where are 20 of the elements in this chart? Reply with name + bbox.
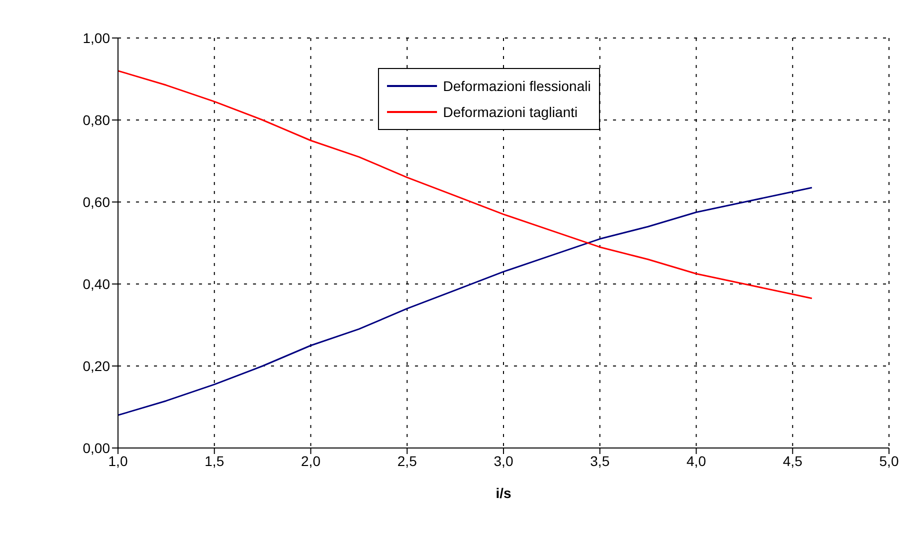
x-tick-label: 4,0 [686, 452, 706, 469]
x-tick-label: 2,5 [397, 452, 418, 469]
y-tick-label: 0,80 [82, 112, 110, 128]
legend-label: Deformazioni flessionali [443, 78, 591, 94]
x-tick-label: 2,0 [301, 452, 321, 469]
x-tick-label: 4,5 [782, 452, 803, 469]
y-tick-label: 1,00 [82, 30, 110, 46]
y-tick-label: 0,20 [82, 358, 110, 374]
x-axis-title: i/s [496, 485, 512, 501]
y-tick-label: 0,60 [82, 194, 110, 210]
line-series [118, 186, 813, 416]
y-tick-label: 0,40 [82, 276, 110, 292]
x-tick-label: 5,0 [879, 452, 899, 469]
x-tick-label: 1,0 [108, 452, 128, 469]
x-tick-label: 3,0 [494, 452, 514, 469]
legend-label: Deformazioni taglianti [443, 104, 578, 120]
line-series [118, 70, 813, 300]
y-tick-label: 0,00 [82, 440, 110, 456]
x-tick-label: 3,5 [590, 452, 610, 469]
x-tick-label: 1,5 [204, 452, 224, 469]
